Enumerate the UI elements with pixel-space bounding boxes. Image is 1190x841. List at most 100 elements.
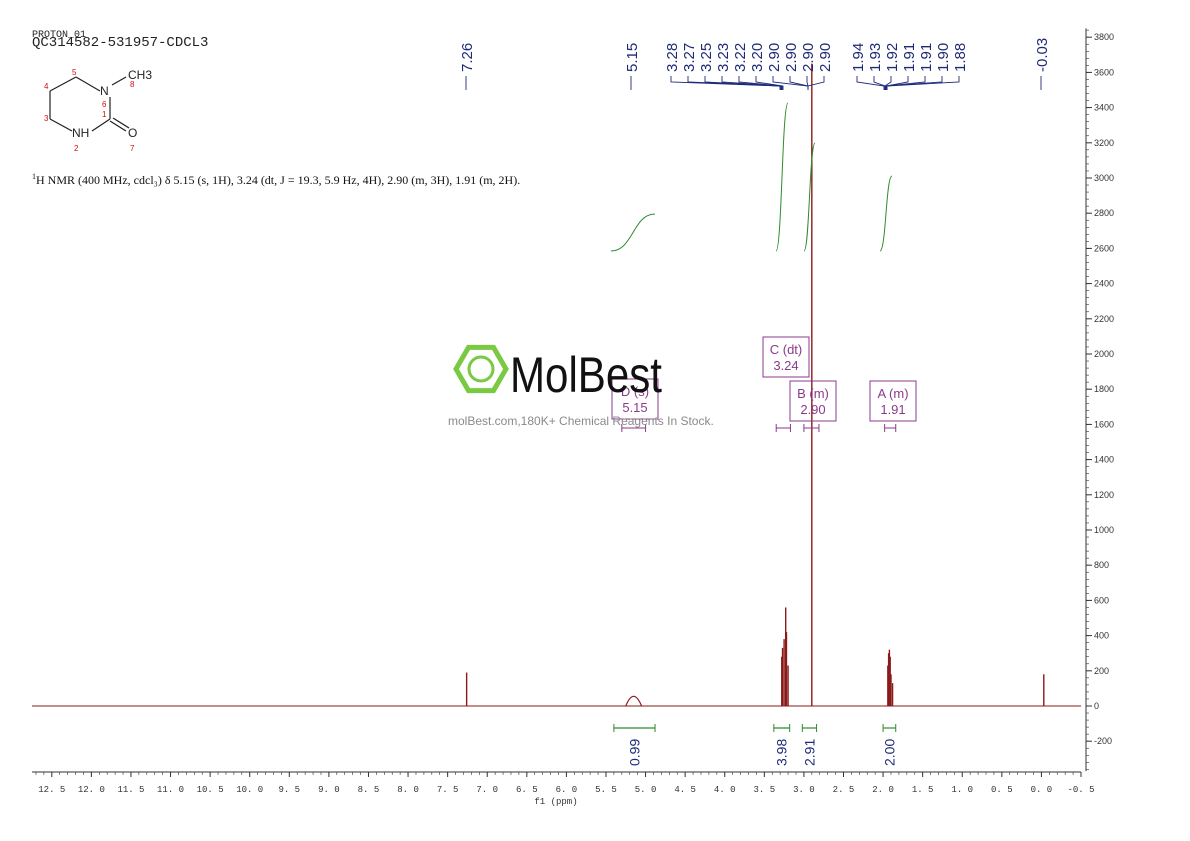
peak-shift-label: 1.91 (901, 43, 918, 72)
y-tick-label: 1800 (1094, 384, 1114, 394)
peak-shift-label: 2.90 (800, 43, 817, 72)
atom-number-4: 4 (44, 82, 49, 91)
multiplet-box (789, 380, 837, 422)
y-tick-label: 2200 (1094, 314, 1114, 324)
peak-shift-label: 1.88 (952, 43, 969, 72)
peak-shift-label: 7.26 (459, 43, 476, 72)
x-tick-label: 1. 5 (912, 785, 934, 795)
peak-shift-label: 3.25 (698, 43, 715, 72)
multiplet-box (869, 380, 917, 422)
peak-shift-label: 2.90 (817, 43, 834, 72)
x-tick-label: 10. 0 (236, 785, 263, 795)
oxygen-label: O (128, 126, 137, 140)
x-tick-label: 5. 5 (595, 785, 617, 795)
peak-label-connector (807, 76, 825, 90)
peak-label-connector (704, 76, 782, 90)
peak-label-connector (755, 76, 784, 90)
nmr-summary: 1H NMR (400 MHz, cdcl₃) δ 5.15 (s, 1H), … (32, 172, 521, 187)
x-tick-label: -0. 5 (1067, 785, 1094, 795)
y-tick-label: 2800 (1094, 208, 1114, 218)
y-tick-label: 3000 (1094, 173, 1114, 183)
integral-curve (610, 213, 656, 252)
x-tick-label: 11. 5 (117, 785, 144, 795)
multiplet-label: D (s) (621, 384, 649, 399)
peak-shift-label: 1.94 (850, 43, 867, 72)
atom-number-5: 5 (72, 68, 77, 77)
peak-label-connector (873, 76, 886, 90)
y-tick-label: 1400 (1094, 455, 1114, 465)
y-tick-label: 3200 (1094, 138, 1114, 148)
peak-label-connector (789, 76, 809, 90)
x-tick-label: 8. 5 (358, 785, 380, 795)
peak-shift-label: 1.90 (935, 43, 952, 72)
x-tick-label: 2. 0 (872, 785, 894, 795)
y-tick-label: 1600 (1094, 419, 1114, 429)
integral-value: 2.00 (881, 739, 897, 766)
x-tick-label: 1. 0 (951, 785, 973, 795)
peak-label-connector (886, 76, 960, 90)
integral-value: 0.99 (626, 739, 642, 766)
spectrum-peak (625, 695, 643, 707)
peak-shift-label: 1.93 (867, 43, 884, 72)
y-tick-label: 800 (1094, 560, 1109, 570)
nh-label: NH (72, 126, 89, 140)
atom-number-3: 3 (44, 114, 49, 123)
molbest-logo-ring (467, 355, 495, 383)
methyl-label: CH3 (128, 68, 152, 82)
multiplet-label: B (m) (797, 386, 829, 401)
peak-shift-label: 2.90 (766, 43, 783, 72)
x-axis-title: f1 (ppm) (534, 797, 577, 807)
watermark-tagline: molBest.com,180K+ Chemical Reagents In S… (448, 414, 714, 428)
y-tick-label: 1000 (1094, 525, 1114, 535)
x-tick-label: 12. 0 (78, 785, 105, 795)
pulse-sequence-label: PROTON_01 (32, 30, 87, 41)
x-tick-label: 4. 5 (674, 785, 696, 795)
atom-number-6: 6 (102, 100, 107, 109)
atom-number-8: 8 (130, 80, 135, 89)
peak-shift-label: 3.22 (732, 43, 749, 72)
x-tick-label: 6. 5 (516, 785, 538, 795)
multiplet-box (611, 378, 659, 420)
y-tick-label: 200 (1094, 666, 1109, 676)
integral-curve (803, 142, 816, 252)
integral-curve (775, 102, 789, 252)
nitrogen-label: N (100, 84, 109, 98)
multiplet-label: C (dt) (770, 342, 803, 357)
peak-label-connector (885, 76, 926, 90)
y-tick-label: 3400 (1094, 103, 1114, 113)
multiplet-shift: 2.90 (800, 402, 825, 417)
peak-label-connector (772, 76, 809, 90)
x-tick-label: 4. 0 (714, 785, 736, 795)
multiplet-label: A (m) (877, 386, 908, 401)
integral-value: 2.91 (801, 739, 817, 766)
x-tick-label: 2. 5 (833, 785, 855, 795)
x-tick-label: 11. 0 (157, 785, 184, 795)
x-tick-label: 10. 5 (197, 785, 224, 795)
peak-label-connector (856, 76, 885, 90)
peak-shift-label: 3.23 (715, 43, 732, 72)
y-tick-label: -200 (1094, 736, 1112, 746)
peak-shift-label: 2.90 (783, 43, 800, 72)
peak-shift-label: 3.27 (681, 43, 698, 72)
peak-label-connector (884, 76, 892, 90)
integral-curve (879, 175, 893, 252)
peak-label-connector (738, 76, 783, 90)
y-tick-label: 2400 (1094, 279, 1114, 289)
multiplet-shift: 5.15 (622, 400, 647, 415)
molecule-structure: CH3 N NH O 1 2 3 4 5 6 7 8 (44, 68, 152, 153)
y-tick-label: 400 (1094, 631, 1109, 641)
multiplet-box (762, 336, 810, 378)
y-tick-label: 600 (1094, 595, 1109, 605)
atom-number-1: 1 (102, 110, 107, 119)
x-tick-label: 0. 5 (991, 785, 1013, 795)
atom-number-7: 7 (130, 144, 135, 153)
multiplet-shift: 1.91 (880, 402, 905, 417)
x-tick-label: 3. 0 (793, 785, 815, 795)
peak-shift-label: 3.20 (749, 43, 766, 72)
x-tick-label: 9. 5 (278, 785, 300, 795)
peak-shift-label: 1.91 (918, 43, 935, 72)
y-tick-label: 3600 (1094, 67, 1114, 77)
x-tick-label: 9. 0 (318, 785, 340, 795)
multiplet-shift: 3.24 (773, 358, 798, 373)
